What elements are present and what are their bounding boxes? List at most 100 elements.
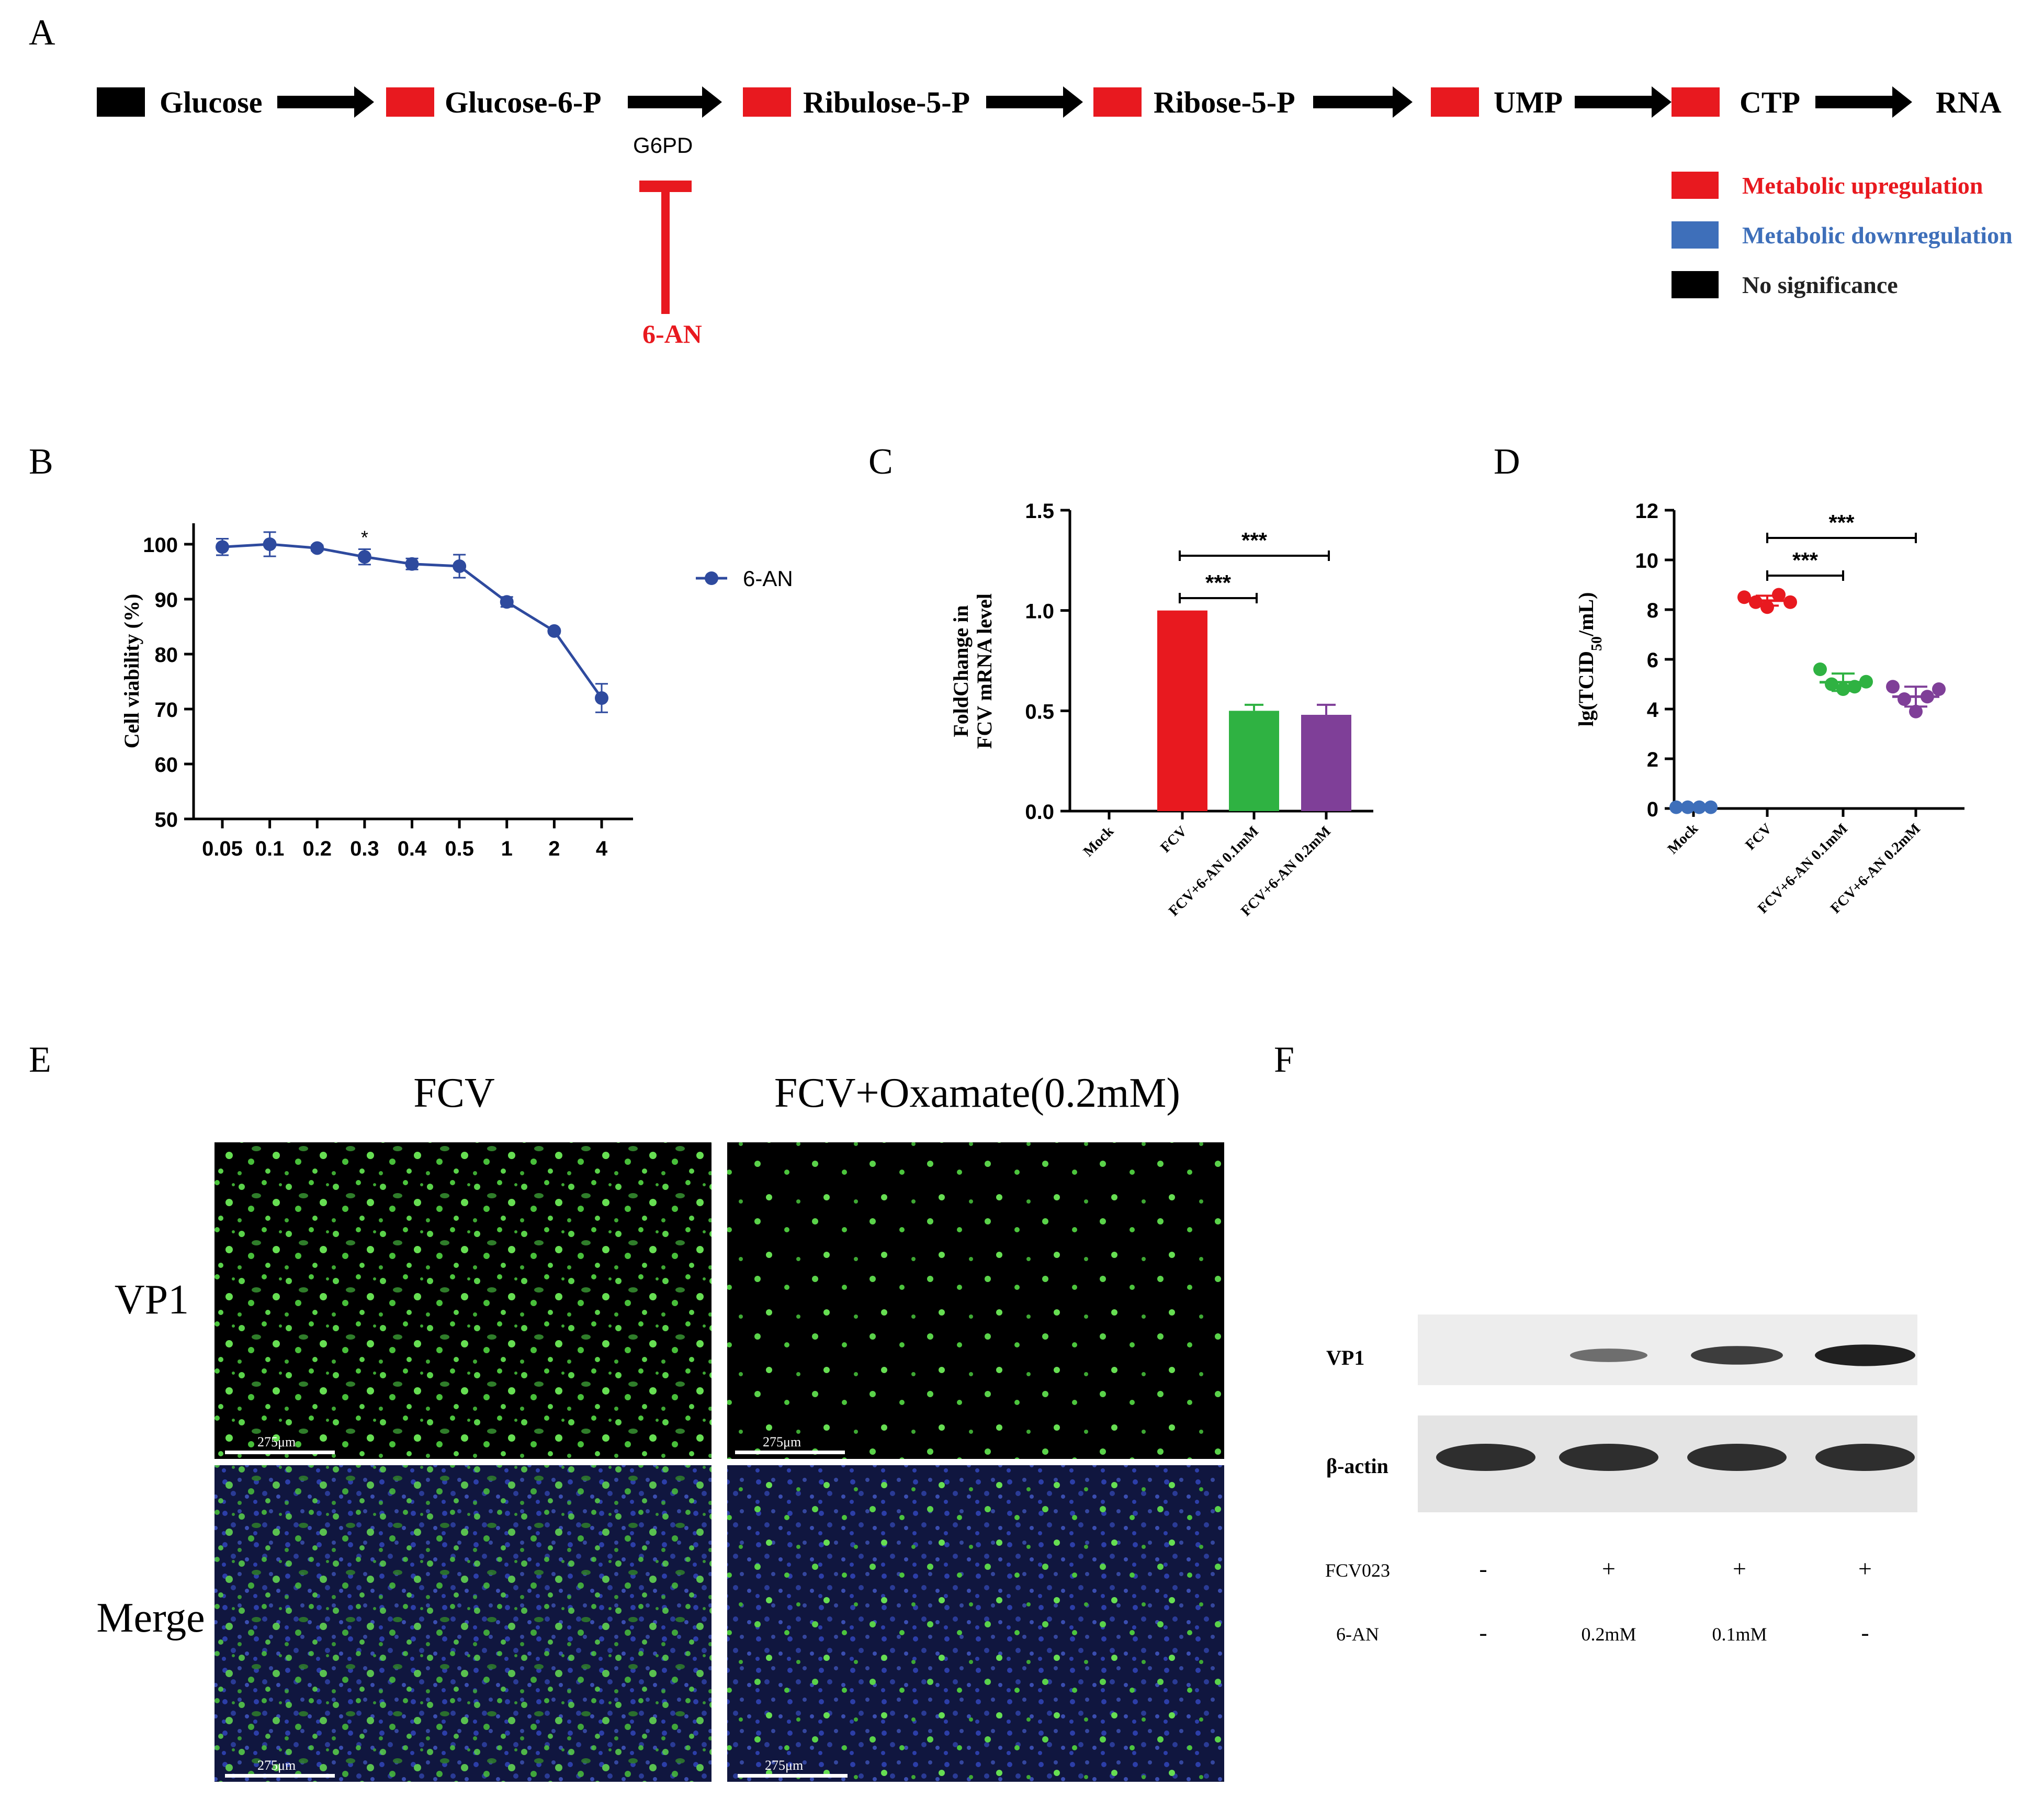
data-point (310, 541, 324, 555)
y-tick-label: 12 (1635, 500, 1659, 523)
y-tick-label: 8 (1647, 599, 1658, 622)
panel-label-a: A (29, 13, 55, 53)
status-box (1093, 87, 1142, 117)
actin-band (1687, 1444, 1787, 1471)
significance-label: *** (1205, 570, 1232, 595)
inhibition-symbol (639, 181, 692, 314)
enzyme-label: G6PD (633, 133, 693, 158)
y-tick-label: 6 (1647, 649, 1658, 672)
data-point (1886, 680, 1900, 694)
pathway-arrow (277, 86, 374, 118)
y-tick-label: 4 (1647, 699, 1659, 722)
x-tick-label: 1 (501, 837, 513, 860)
pathway-arrow (1313, 86, 1413, 118)
data-point (453, 559, 467, 573)
pathway-arrow (1575, 86, 1672, 118)
data-point (547, 624, 561, 638)
status-box (1431, 87, 1479, 117)
actin-band (1559, 1444, 1658, 1471)
y-tick-label: 0 (1647, 798, 1658, 821)
scale-bar: 275μm (225, 1758, 335, 1778)
data-point (1921, 690, 1934, 704)
x-tick-label: 0.4 (398, 837, 427, 860)
pathway-legend: Metabolic upregulation Metabolic downregu… (1672, 172, 2013, 298)
condition-label: FCV023 (1325, 1560, 1390, 1581)
y-tick-label: 2 (1647, 748, 1658, 771)
x-tick-label: Mock (1080, 823, 1117, 860)
panel-label-f: F (1274, 1040, 1294, 1080)
y-tick-label: 60 (155, 754, 178, 777)
data-point (1669, 800, 1683, 814)
y-tick-label: 10 (1635, 549, 1659, 572)
status-box (97, 87, 145, 117)
metabolite-label: RNA (1936, 85, 2002, 119)
bar (1157, 610, 1207, 811)
inhibitor-label: 6-AN (642, 319, 702, 349)
condition-label: 6-AN (1336, 1624, 1379, 1645)
significance-label: *** (1792, 548, 1819, 572)
significance-label: *** (1241, 528, 1268, 553)
pathway-diagram: Glucose Glucose-6-P Ribulose-5-P Ribose-5-P… (97, 85, 2002, 119)
svg-text:275μm: 275μm (765, 1758, 803, 1773)
data-point (1692, 800, 1706, 814)
row-label-vp1: VP1 (115, 1277, 189, 1323)
metabolite-label: Glucose (160, 85, 263, 119)
row-label-merge: Merge (96, 1595, 205, 1641)
chart-b: 50 60 70 80 90 100 0.05 0.1 0.2 0.3 0.4 0.5 1 2 4 Cell … (120, 523, 793, 860)
column-label-fcv: FCV (413, 1070, 495, 1116)
condition-value: 0.2mM (1581, 1624, 1636, 1645)
metabolite-label: Ribose-5-P (1154, 85, 1295, 119)
column-label-oxamate: FCV+Oxamate(0.2mM) (774, 1070, 1180, 1116)
vp1-band (1691, 1346, 1783, 1365)
pathway-arrow (1815, 86, 1912, 118)
y-axis-title: FCV mRNA level (973, 593, 996, 749)
legend-label: Metabolic upregulation (1742, 172, 1983, 199)
y-tick-label: 1.0 (1025, 600, 1054, 623)
y-tick-label: 90 (155, 589, 178, 612)
data-point (1783, 595, 1797, 609)
panel-label-d: D (1494, 442, 1520, 482)
condition-value: - (1479, 1619, 1487, 1646)
y-tick-label: 1.5 (1025, 500, 1054, 523)
panel-label-b: B (29, 442, 53, 482)
scale-bar: 275μm (225, 1434, 335, 1454)
x-tick-label: 0.2 (302, 837, 332, 860)
data-point (1749, 595, 1763, 609)
legend-swatch (1672, 221, 1719, 249)
micrograph-fcv-merge (214, 1465, 712, 1782)
status-box (1672, 87, 1720, 117)
metabolite-label: Ribulose-5-P (803, 85, 970, 119)
condition-value: - (1861, 1619, 1869, 1646)
band-label: β-actin (1326, 1454, 1388, 1478)
metabolite-label: CTP (1740, 85, 1800, 119)
y-tick-label: 70 (155, 699, 178, 722)
status-box (386, 87, 434, 117)
x-tick-label: FCV (1157, 823, 1190, 856)
actin-band (1815, 1444, 1915, 1471)
data-point (500, 595, 514, 609)
condition-value: + (1858, 1555, 1872, 1582)
significance-label: *** (1828, 510, 1855, 535)
panel-label-c: C (868, 442, 893, 482)
condition-value: 0.1mM (1712, 1624, 1767, 1645)
legend-swatch (1672, 271, 1719, 298)
data-point (216, 540, 229, 554)
data-point (1681, 800, 1695, 814)
legend-label: No significance (1742, 272, 1898, 298)
metabolite-label: UMP (1494, 85, 1563, 119)
micrograph-oxamate-merge (727, 1465, 1224, 1782)
legend-swatch (1672, 172, 1719, 199)
chart-c: 0.0 0.5 1.0 1.5 FoldChange in FCV mRNA level M… (949, 500, 1373, 919)
x-tick-label: 2 (548, 837, 560, 860)
y-tick-label: 0.5 (1025, 700, 1054, 723)
legend-label: Metabolic downregulation (1742, 222, 2013, 249)
significance-mark: * (361, 526, 368, 548)
bar (1301, 715, 1351, 811)
data-point (357, 550, 371, 564)
data-point (1813, 662, 1827, 676)
y-axis-title: FoldChange in (949, 605, 973, 737)
legend-label: 6-AN (743, 566, 793, 591)
data-point (1932, 682, 1946, 696)
data-point (263, 537, 277, 551)
